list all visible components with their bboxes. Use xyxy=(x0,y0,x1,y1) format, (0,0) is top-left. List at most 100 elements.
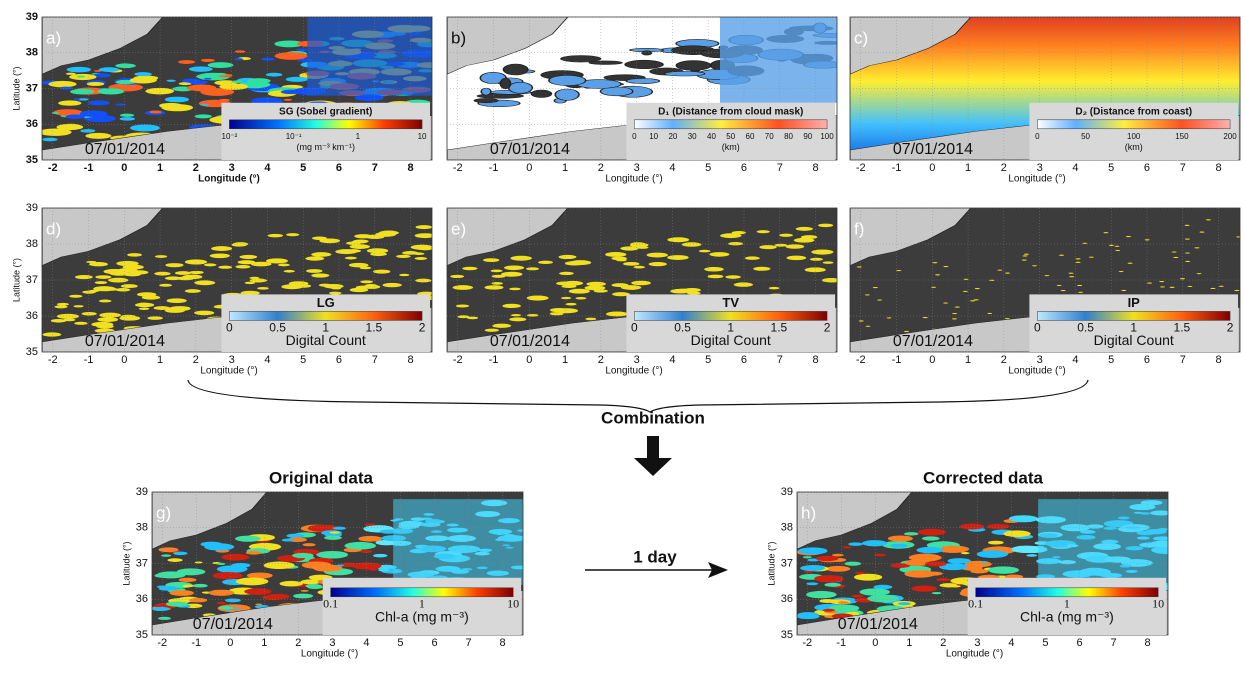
data-pixel xyxy=(350,244,370,249)
data-pixel xyxy=(99,67,120,72)
data-pixel xyxy=(120,114,134,117)
panel-label: e) xyxy=(451,219,466,238)
x-tick-label: -1 xyxy=(84,162,94,174)
data-pixel xyxy=(166,80,175,82)
y-tick-label: 39 xyxy=(26,202,38,214)
data-pixel xyxy=(1022,260,1027,261)
data-pixel xyxy=(158,617,171,620)
colorbar xyxy=(634,311,827,320)
colorbar xyxy=(331,588,513,597)
x-tick-label: 4 xyxy=(363,637,369,649)
data-pixel xyxy=(963,291,968,292)
data-pixel xyxy=(349,263,369,268)
colorbar-tick-label: 1.5 xyxy=(1174,321,1191,335)
x-tick-label: 2 xyxy=(193,354,199,366)
colorbar-tick-label: 10⁻² xyxy=(222,132,238,141)
data-pixel xyxy=(360,550,373,553)
x-tick-label: 1 xyxy=(562,354,568,366)
x-tick-label: 5 xyxy=(300,354,306,366)
data-pixel xyxy=(208,62,234,68)
colorbar-tick-label: 90 xyxy=(803,132,812,141)
data-pixel xyxy=(848,542,863,546)
data-pixel xyxy=(95,281,108,284)
data-pixel xyxy=(139,308,150,310)
x-axis-label: Longitude (°) xyxy=(605,174,662,185)
data-pixel xyxy=(368,569,377,571)
colorbar-tick-label: 0.1 xyxy=(968,597,983,611)
data-pixel xyxy=(1219,286,1224,287)
data-pixel xyxy=(1234,290,1239,291)
brace xyxy=(188,380,1088,412)
data-pixel xyxy=(250,279,267,283)
data-pixel xyxy=(1187,286,1192,287)
data-pixel xyxy=(538,261,553,264)
x-tick-label: 4 xyxy=(264,162,271,174)
data-pixel xyxy=(158,547,178,552)
map-panel: -2-1012345678Longitude (°)e)07/01/2014TV… xyxy=(447,208,841,377)
colorbar-tick-label: 50 xyxy=(726,132,735,141)
data-pixel xyxy=(633,266,645,269)
data-pixel xyxy=(682,242,702,247)
data-pixel xyxy=(302,562,332,569)
data-pixel xyxy=(266,73,283,77)
data-pixel xyxy=(69,295,82,298)
data-pixel xyxy=(165,97,189,103)
data-pixel xyxy=(1145,239,1150,240)
data-pixel xyxy=(492,275,506,278)
data-pixel xyxy=(1185,239,1190,240)
x-tick-label: -2 xyxy=(48,354,58,366)
data-pixel xyxy=(194,311,214,316)
data-pixel xyxy=(728,242,743,245)
y-axis-label: Latitude (°) xyxy=(766,541,776,585)
data-pixel xyxy=(236,577,269,585)
data-pixel xyxy=(838,601,849,604)
data-pixel xyxy=(606,311,628,316)
data-pixel xyxy=(218,266,232,269)
colorbar-tick-label: 2 xyxy=(1227,321,1234,335)
cloud-edge xyxy=(509,82,533,93)
data-pixel xyxy=(284,99,292,101)
data-pixel xyxy=(566,303,577,306)
x-tick-label: -2 xyxy=(453,162,463,174)
data-pixel xyxy=(183,585,194,588)
cloud-edge xyxy=(531,90,551,97)
data-pixel xyxy=(75,275,93,279)
data-pixel xyxy=(1089,257,1094,258)
colorbar-title: D₁ (Distance from cloud mask) xyxy=(658,106,803,117)
cloud-edge xyxy=(626,78,659,83)
data-pixel xyxy=(918,529,946,536)
data-pixel xyxy=(806,591,837,598)
x-tick-label: 1 xyxy=(261,637,267,649)
data-pixel xyxy=(867,595,899,603)
data-pixel xyxy=(1022,255,1027,256)
data-pixel xyxy=(940,583,958,587)
colorbar-tick-label: 150 xyxy=(1175,132,1189,141)
data-pixel xyxy=(1069,273,1074,274)
cloud-edge xyxy=(642,51,652,55)
x-tick-label: 8 xyxy=(1145,637,1151,649)
data-pixel xyxy=(569,289,590,294)
data-pixel xyxy=(805,267,826,272)
colorbar-caption: Digital Count xyxy=(691,332,771,348)
colorbar-caption: Chl-a (mg m⁻³) xyxy=(375,609,469,625)
y-tick-label: 35 xyxy=(26,346,38,358)
data-pixel xyxy=(819,599,835,603)
data-pixel xyxy=(367,248,388,253)
x-tick-label: 0 xyxy=(227,637,233,649)
data-pixel xyxy=(886,317,891,318)
x-tick-label: 5 xyxy=(705,354,711,366)
x-tick-label: 0 xyxy=(929,162,935,174)
date-label: 07/01/2014 xyxy=(893,141,973,158)
data-pixel xyxy=(959,524,984,530)
data-pixel xyxy=(794,238,815,243)
colorbar-tick-label: 0 xyxy=(632,132,637,141)
data-pixel xyxy=(509,288,521,291)
data-pixel xyxy=(232,243,247,247)
colorbar-tick-label: 20 xyxy=(668,132,677,141)
y-axis-label: Latitude (°) xyxy=(11,258,21,302)
data-pixel xyxy=(251,262,272,267)
data-pixel xyxy=(173,552,187,555)
data-pixel xyxy=(823,609,835,612)
x-tick-label: 6 xyxy=(1144,162,1150,174)
colorbar-caption: Chl-a (mg m⁻³) xyxy=(1020,609,1114,625)
